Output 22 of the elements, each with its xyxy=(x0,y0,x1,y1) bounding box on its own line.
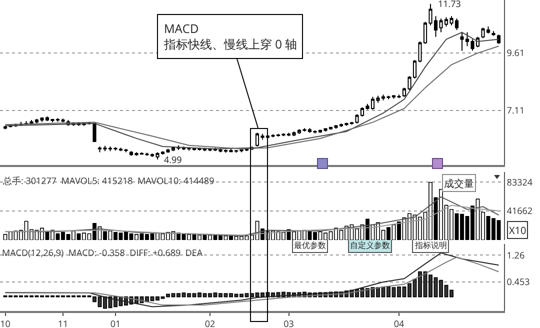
y-tick-label: 7.11 xyxy=(506,104,525,117)
annotation: 自定义参数 xyxy=(350,240,390,251)
y-tick-label: 41662 xyxy=(506,204,533,218)
y-tick-label: 9.61 xyxy=(506,46,525,59)
chart-title: 总手: 301277 MAVOL5: 415218 MAVOL10: 414489 xyxy=(2,174,214,187)
x-tick-label: 11 xyxy=(58,316,68,328)
x-tick-label: 04 xyxy=(394,316,404,328)
annotation: 4.99 xyxy=(164,153,182,166)
annotation: 指标说明 xyxy=(414,240,447,251)
x-tick-label: 01 xyxy=(110,316,121,328)
y-tick-label: 83324 xyxy=(506,175,533,188)
annotation: 11.73 xyxy=(438,0,461,10)
x-tick-label: 03 xyxy=(284,316,294,328)
annotation: MACD 指标快线、慢线上穿 0 轴 xyxy=(163,20,298,53)
text: X10 xyxy=(509,223,526,237)
x-tick-label: 02 xyxy=(204,316,216,328)
x-tick-label: 10 xyxy=(0,316,10,328)
chart-title: MACD(12,26,9) MACD: -0.358 DIFF: +0.689 DEA xyxy=(2,246,203,259)
annotation: 成交量 xyxy=(444,176,474,190)
y-tick-label: 0.453 xyxy=(506,275,530,288)
y-tick-label: 1.26 xyxy=(506,248,525,262)
annotation: 最优参数 xyxy=(294,240,326,251)
